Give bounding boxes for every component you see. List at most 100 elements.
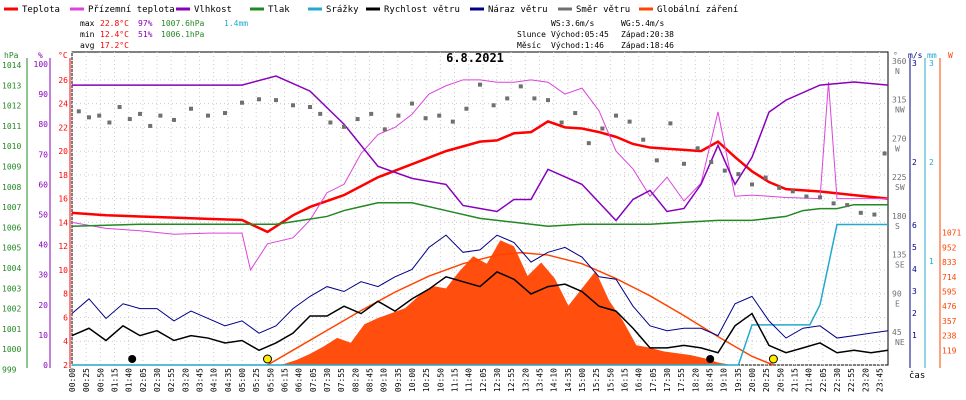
axis-w-tick-3: 714 xyxy=(942,273,957,282)
x-tick-label-39: 16:15 xyxy=(621,368,630,392)
x-tick-label-17: 07:05 xyxy=(309,368,318,392)
axis-dir-tick-1: 315 xyxy=(892,96,907,105)
wind-direction-point-42 xyxy=(641,137,646,142)
axis-dir-compass-2: W xyxy=(895,144,900,153)
chart-title: 6.8.2021 xyxy=(446,51,504,65)
axis-hpa-tick-10: 1004 xyxy=(2,264,21,273)
legend-label-8: Globální záření xyxy=(657,5,738,15)
astro-moon-label: Měsíc xyxy=(517,41,541,50)
x-tick-label-45: 18:45 xyxy=(706,368,715,392)
wind-direction-point-26 xyxy=(423,116,428,121)
wind-direction-point-58 xyxy=(858,210,863,215)
x-tick-label-30: 12:30 xyxy=(493,368,502,392)
x-tick-label-54: 22:30 xyxy=(833,368,842,392)
series-line-0 xyxy=(71,120,889,234)
x-tick-label-28: 11:40 xyxy=(465,368,474,392)
wind-direction-point-53 xyxy=(790,189,795,194)
series-line-4 xyxy=(72,223,888,366)
legend-label-0: Teplota xyxy=(22,5,60,15)
stats-max-label: max xyxy=(80,19,95,28)
axis-mm-tick-1: 2 xyxy=(929,158,934,167)
wind-direction-point-31 xyxy=(491,103,496,108)
x-tick-label-52: 21:40 xyxy=(805,368,814,392)
axis-hpa-tick-13: 1001 xyxy=(2,325,21,334)
x-tick-label-27: 11:15 xyxy=(451,368,460,392)
axis-temp-tick-12: 2 xyxy=(63,361,68,370)
wind-direction-point-5 xyxy=(127,117,132,122)
wind-direction-point-40 xyxy=(614,113,618,118)
axis-dir-tick-7: 45 xyxy=(892,328,902,337)
axis-hpa-unit: hPa xyxy=(4,51,19,60)
wind-direction-point-29 xyxy=(464,106,469,111)
axis-dir-unit: ° xyxy=(893,51,898,60)
wind-direction-point-38 xyxy=(586,141,591,146)
axis-dir-compass-3: SW xyxy=(895,183,905,192)
stats-max-pres: 1007.6hPa xyxy=(161,19,205,28)
wind-direction-point-14 xyxy=(257,97,261,102)
x-axis-label: čas xyxy=(909,370,925,381)
axis-temp-tick-10: 6 xyxy=(63,313,68,322)
x-tick-label-19: 07:55 xyxy=(337,368,346,392)
axis-dir-compass-7: NE xyxy=(895,338,905,347)
axis-hpa-tick-15: 999 xyxy=(2,366,17,375)
axis-hpa-tick-3: 1011 xyxy=(2,122,21,131)
axis-dir-tick-5: 135 xyxy=(892,251,907,260)
wind-direction-point-0 xyxy=(76,109,81,114)
x-tick-label-48: 20:00 xyxy=(748,368,757,392)
axis-w-tick-2: 833 xyxy=(942,258,957,267)
moonset-marker xyxy=(706,355,715,363)
wind-direction-point-32 xyxy=(505,96,510,101)
astro-moonset: Západ:18:46 xyxy=(621,41,674,50)
x-tick-label-31: 12:55 xyxy=(507,368,516,392)
series-line-6 xyxy=(71,234,889,339)
x-tick-label-13: 05:25 xyxy=(252,368,261,392)
axis-ms-tick-6: 2 xyxy=(912,309,917,318)
x-tick-label-14: 05:50 xyxy=(266,368,275,392)
axis-dir-tick-4: 180 xyxy=(892,212,907,221)
wind-direction-point-16 xyxy=(291,103,295,108)
axis-w-tick-4: 595 xyxy=(942,288,957,297)
axis-ms-unit: m/s xyxy=(908,51,923,60)
wind-direction-point-21 xyxy=(355,117,360,122)
x-tick-label-18: 07:30 xyxy=(323,368,332,392)
x-tick-label-40: 16:40 xyxy=(635,368,644,392)
stats-avg-label: avg xyxy=(80,41,95,50)
x-tick-label-44: 18:20 xyxy=(691,368,700,392)
axis-pct-tick-10: 0 xyxy=(43,361,48,370)
series-line-2 xyxy=(72,75,889,222)
wind-direction-point-48 xyxy=(722,168,727,173)
astro-sunset: Západ:20:38 xyxy=(621,30,674,39)
axis-dir-compass-1: NW xyxy=(895,106,905,115)
wind-direction-point-34 xyxy=(532,96,537,101)
wind-direction-point-35 xyxy=(546,98,550,103)
series-line-1 xyxy=(71,79,888,272)
legend-label-2: Vlhkost xyxy=(194,5,232,15)
wind-direction-point-15 xyxy=(274,98,278,103)
x-tick-label-47: 19:35 xyxy=(734,368,743,392)
wind-direction-point-6 xyxy=(138,111,142,116)
axis-ms-tick-0: 3 xyxy=(912,59,917,68)
x-tick-label-9: 03:45 xyxy=(196,368,205,392)
wind-direction-point-27 xyxy=(437,113,442,118)
wind-direction-point-39 xyxy=(600,126,605,131)
wind-direction-point-1 xyxy=(87,115,91,120)
astro-ws: WS:3.6m/s xyxy=(551,19,595,28)
axis-ms-tick-3: 5 xyxy=(912,243,917,252)
wind-direction-point-9 xyxy=(172,117,176,122)
astro-sunrise: Východ:05:45 xyxy=(551,30,609,39)
x-tick-label-11: 04:35 xyxy=(224,368,233,392)
x-tick-label-21: 08:45 xyxy=(366,368,375,392)
axis-temp-tick-5: 16 xyxy=(58,195,68,204)
series-theoretical-radiation xyxy=(267,251,774,366)
axis-w-tick-7: 238 xyxy=(942,332,957,341)
wind-direction-point-45 xyxy=(682,161,686,166)
x-tick-label-46: 19:10 xyxy=(720,368,729,392)
stats-avg-temp: 17.2°C xyxy=(100,41,129,50)
x-tick-label-55: 22:55 xyxy=(847,368,856,392)
wind-direction-point-54 xyxy=(804,194,809,199)
axis-hpa-tick-12: 1002 xyxy=(2,305,21,314)
stats-min-pres: 1006.1hPa xyxy=(161,30,205,39)
wind-direction-point-23 xyxy=(382,127,387,132)
x-tick-label-4: 01:40 xyxy=(125,368,134,392)
